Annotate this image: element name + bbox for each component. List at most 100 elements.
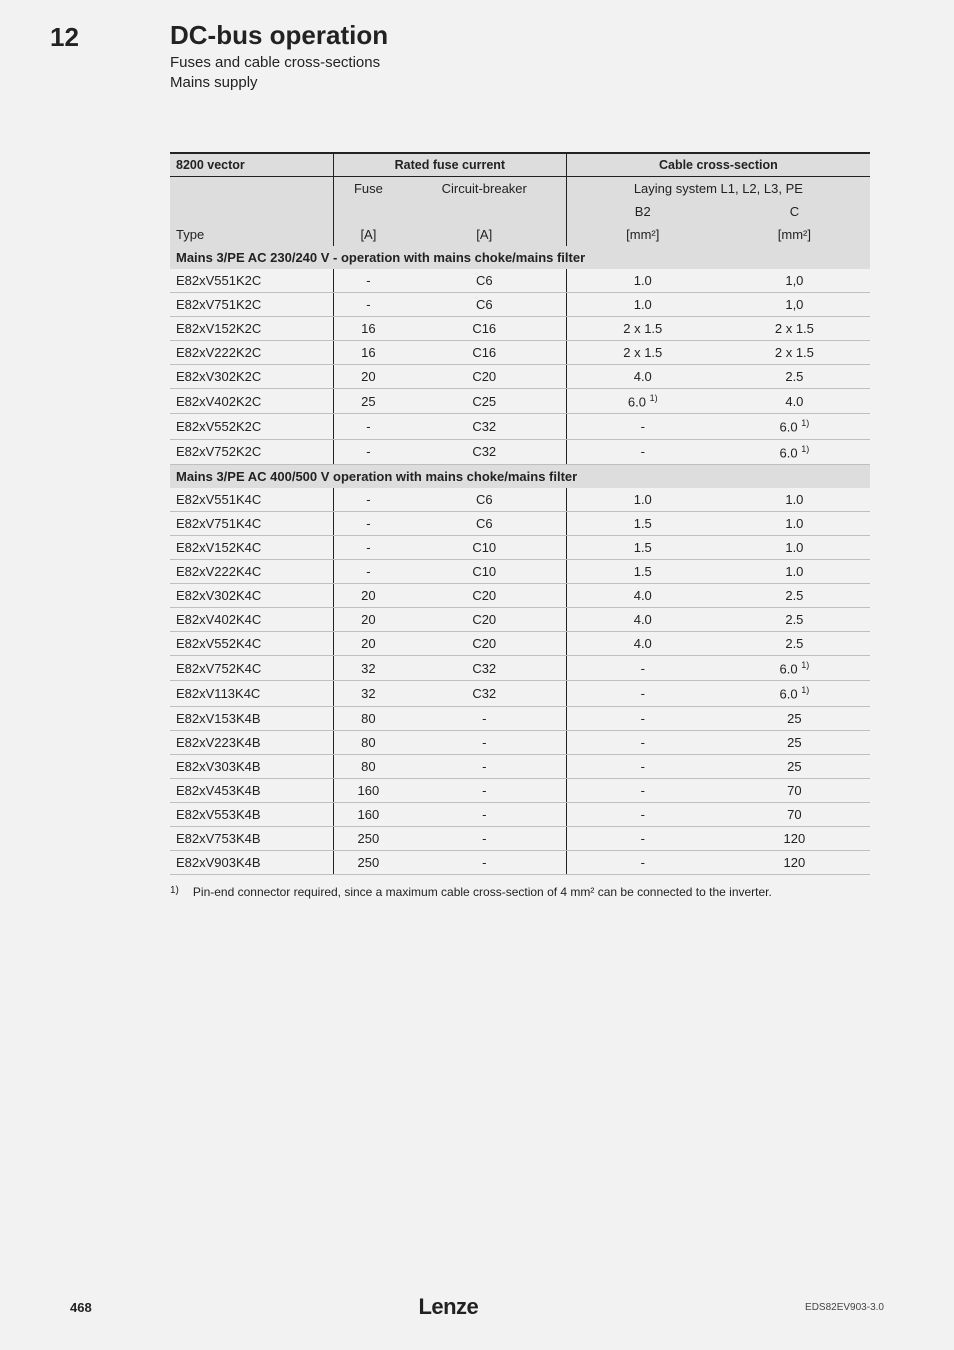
cell-breaker: C25 <box>403 389 566 414</box>
table-row: E82xV552K2C-C32-6.0 1) <box>170 414 870 439</box>
cell-type: E82xV752K2C <box>170 439 334 464</box>
table-head: 8200 vector Rated fuse current Cable cro… <box>170 153 870 246</box>
cell-type: E82xV302K4C <box>170 583 334 607</box>
cell-fuse: - <box>334 414 403 439</box>
table-row: E82xV751K4C-C61.51.0 <box>170 511 870 535</box>
cell-b2: 2 x 1.5 <box>566 341 719 365</box>
cell-c: 1.0 <box>719 535 870 559</box>
cell-c: 1,0 <box>719 293 870 317</box>
cell-fuse: 32 <box>334 681 403 706</box>
table-row: E82xV553K4B160--70 <box>170 802 870 826</box>
cell-breaker: C32 <box>403 655 566 680</box>
cell-b2: - <box>566 439 719 464</box>
col-cable-cross: Cable cross-section <box>566 153 870 177</box>
doc-id: EDS82EV903-3.0 <box>805 1302 884 1313</box>
cell-breaker: C6 <box>403 511 566 535</box>
cell-c: 25 <box>719 730 870 754</box>
cell-c: 1.0 <box>719 488 870 512</box>
cell-b2: 1.0 <box>566 293 719 317</box>
cell-breaker: C32 <box>403 414 566 439</box>
table-row: E82xV302K4C20C204.02.5 <box>170 583 870 607</box>
page-number: 468 <box>70 1300 92 1315</box>
cell-breaker: - <box>403 730 566 754</box>
cell-breaker: - <box>403 754 566 778</box>
table-body: Mains 3/PE AC 230/240 V - operation with… <box>170 246 870 874</box>
cell-fuse: 20 <box>334 631 403 655</box>
cell-c: 6.0 1) <box>719 414 870 439</box>
fuse-table: 8200 vector Rated fuse current Cable cro… <box>170 152 870 875</box>
table-row: E82xV223K4B80--25 <box>170 730 870 754</box>
col-breaker: Circuit-breaker <box>403 177 566 201</box>
footnote: 1) Pin-end connector required, since a m… <box>170 885 870 899</box>
cell-breaker: C32 <box>403 439 566 464</box>
cell-c: 2.5 <box>719 631 870 655</box>
unit-mm2-1: [mm²] <box>566 223 719 246</box>
data-table: 8200 vector Rated fuse current Cable cro… <box>170 152 870 875</box>
cell-fuse: - <box>334 439 403 464</box>
chapter-number: 12 <box>50 22 79 53</box>
cell-b2: 6.0 1) <box>566 389 719 414</box>
cell-c: 2.5 <box>719 365 870 389</box>
cell-fuse: 160 <box>334 802 403 826</box>
cell-c: 1.0 <box>719 511 870 535</box>
cell-c: 4.0 <box>719 389 870 414</box>
section-header-row: Mains 3/PE AC 400/500 V operation with m… <box>170 464 870 488</box>
cell-b2: - <box>566 778 719 802</box>
cell-b2: 1.5 <box>566 559 719 583</box>
cell-fuse: 80 <box>334 706 403 730</box>
cell-type: E82xV551K2C <box>170 269 334 293</box>
page-subtitle-1: Fuses and cable cross-sections <box>170 53 884 73</box>
cell-c: 2.5 <box>719 607 870 631</box>
footnote-text: Pin-end connector required, since a maxi… <box>193 885 772 899</box>
section-header-cell: Mains 3/PE AC 230/240 V - operation with… <box>170 246 870 269</box>
cell-fuse: - <box>334 269 403 293</box>
col-rated-fuse: Rated fuse current <box>334 153 567 177</box>
table-row: E82xV752K2C-C32-6.0 1) <box>170 439 870 464</box>
unit-mm2-2: [mm²] <box>719 223 870 246</box>
cell-breaker: C6 <box>403 269 566 293</box>
cell-b2: 1.0 <box>566 269 719 293</box>
cell-type: E82xV453K4B <box>170 778 334 802</box>
cell-c: 25 <box>719 754 870 778</box>
cell-breaker: C10 <box>403 559 566 583</box>
table-row: E82xV453K4B160--70 <box>170 778 870 802</box>
section-header-row: Mains 3/PE AC 230/240 V - operation with… <box>170 246 870 269</box>
cell-c: 2 x 1.5 <box>719 341 870 365</box>
cell-b2: - <box>566 754 719 778</box>
cell-breaker: - <box>403 802 566 826</box>
cell-breaker: C6 <box>403 293 566 317</box>
cell-fuse: 25 <box>334 389 403 414</box>
cell-b2: 4.0 <box>566 583 719 607</box>
cell-breaker: C16 <box>403 317 566 341</box>
page-footer: 468 Lenze EDS82EV903-3.0 <box>70 1294 884 1320</box>
heading-block: DC-bus operation Fuses and cable cross-s… <box>170 20 884 92</box>
cell-c: 120 <box>719 850 870 874</box>
cell-b2: 4.0 <box>566 607 719 631</box>
cell-b2: - <box>566 730 719 754</box>
cell-b2: 1.5 <box>566 535 719 559</box>
page: 12 DC-bus operation Fuses and cable cros… <box>0 0 954 1350</box>
cell-type: E82xV553K4B <box>170 802 334 826</box>
table-row: E82xV752K4C32C32-6.0 1) <box>170 655 870 680</box>
cell-breaker: C20 <box>403 365 566 389</box>
cell-type: E82xV551K4C <box>170 488 334 512</box>
cell-c: 6.0 1) <box>719 439 870 464</box>
cell-b2: - <box>566 414 719 439</box>
table-row: E82xV402K4C20C204.02.5 <box>170 607 870 631</box>
cell-c: 120 <box>719 826 870 850</box>
cell-b2: 4.0 <box>566 365 719 389</box>
table-row: E82xV153K4B80--25 <box>170 706 870 730</box>
cell-type: E82xV152K4C <box>170 535 334 559</box>
cell-breaker: - <box>403 850 566 874</box>
cell-type: E82xV402K2C <box>170 389 334 414</box>
cell-type: E82xV752K4C <box>170 655 334 680</box>
cell-b2: - <box>566 681 719 706</box>
cell-type: E82xV303K4B <box>170 754 334 778</box>
cell-b2: - <box>566 802 719 826</box>
table-row: E82xV303K4B80--25 <box>170 754 870 778</box>
section-header-cell: Mains 3/PE AC 400/500 V operation with m… <box>170 464 870 488</box>
cell-c: 6.0 1) <box>719 681 870 706</box>
cell-b2: - <box>566 706 719 730</box>
cell-c: 1,0 <box>719 269 870 293</box>
cell-breaker: C6 <box>403 488 566 512</box>
